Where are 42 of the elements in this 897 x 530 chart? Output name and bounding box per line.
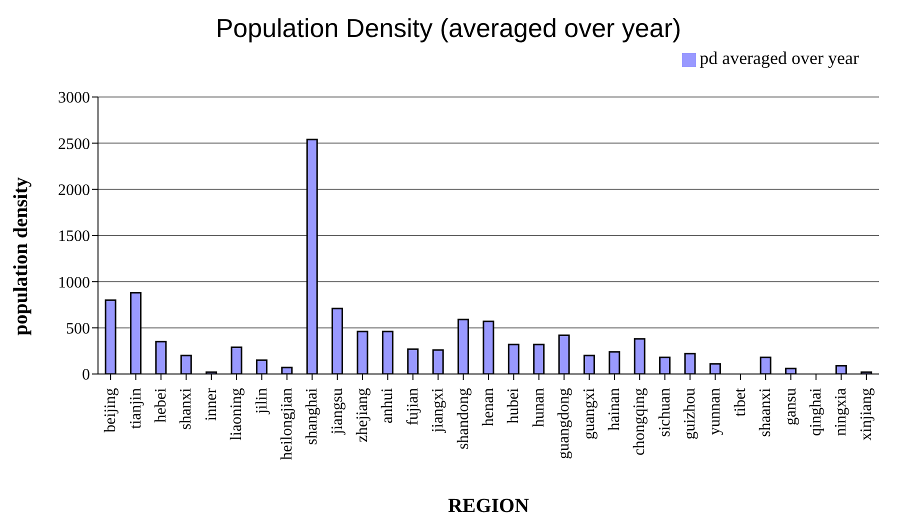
- x-tick-label: ningxia: [832, 388, 850, 436]
- x-tick-label: liaoning: [228, 388, 246, 440]
- y-tick-label: 3000: [58, 90, 90, 107]
- x-tick-label: chongqing: [631, 388, 648, 456]
- x-tick-label: henan: [480, 388, 497, 426]
- x-tick-label: guizhou: [682, 388, 699, 440]
- y-tick-label: 2000: [58, 182, 90, 200]
- x-tick-label: jiangsu: [328, 388, 346, 436]
- x-tick-label: tibet: [732, 387, 749, 416]
- legend-label: pd averaged over year: [700, 48, 859, 68]
- x-tick-label: shanghai: [304, 387, 321, 445]
- x-tick-label: yunnan: [706, 388, 724, 436]
- x-tick-label: qinghai: [808, 387, 825, 436]
- x-tick-label: hunan: [530, 388, 548, 428]
- x-tick-label: anhui: [379, 387, 396, 424]
- x-tick-label: jilin: [253, 388, 270, 415]
- x-tick-label: shandong: [454, 388, 472, 450]
- x-tick-label: fujian: [404, 388, 422, 426]
- x-tick-label: guangdong: [556, 388, 573, 460]
- x-tick-label: hubei: [505, 387, 522, 424]
- y-tick-label: 1500: [58, 228, 90, 246]
- x-axis-title: REGION: [448, 495, 530, 517]
- x-tick-label: beijing: [102, 388, 120, 432]
- x-tick-label: tianjin: [127, 388, 144, 429]
- x-tick-label: sichuan: [656, 388, 674, 437]
- x-tick-label: hainan: [606, 388, 623, 431]
- y-tick-label: 500: [66, 320, 90, 338]
- y-tick-label: 2500: [58, 136, 90, 153]
- y-tick-label: 0: [82, 366, 90, 384]
- x-tick-label: shaanxi: [757, 387, 774, 437]
- x-tick-label: inner: [202, 387, 220, 421]
- x-tick-label: zhejiang: [354, 388, 372, 442]
- y-tick-label: 1000: [58, 274, 90, 292]
- y-axis-title: population density: [10, 177, 32, 336]
- x-tick-label: guangxi: [580, 387, 598, 440]
- x-tick-label: jiangxi: [430, 387, 447, 434]
- x-tick-label: xinjiang: [858, 388, 875, 440]
- x-tick-label: gansu: [782, 388, 800, 426]
- x-tick-label: shanxi: [178, 387, 195, 430]
- x-tick-label: heilongjian: [278, 388, 296, 460]
- chart-title: Population Density (averaged over year): [214, 12, 682, 45]
- x-tick-label: hebei: [152, 387, 170, 423]
